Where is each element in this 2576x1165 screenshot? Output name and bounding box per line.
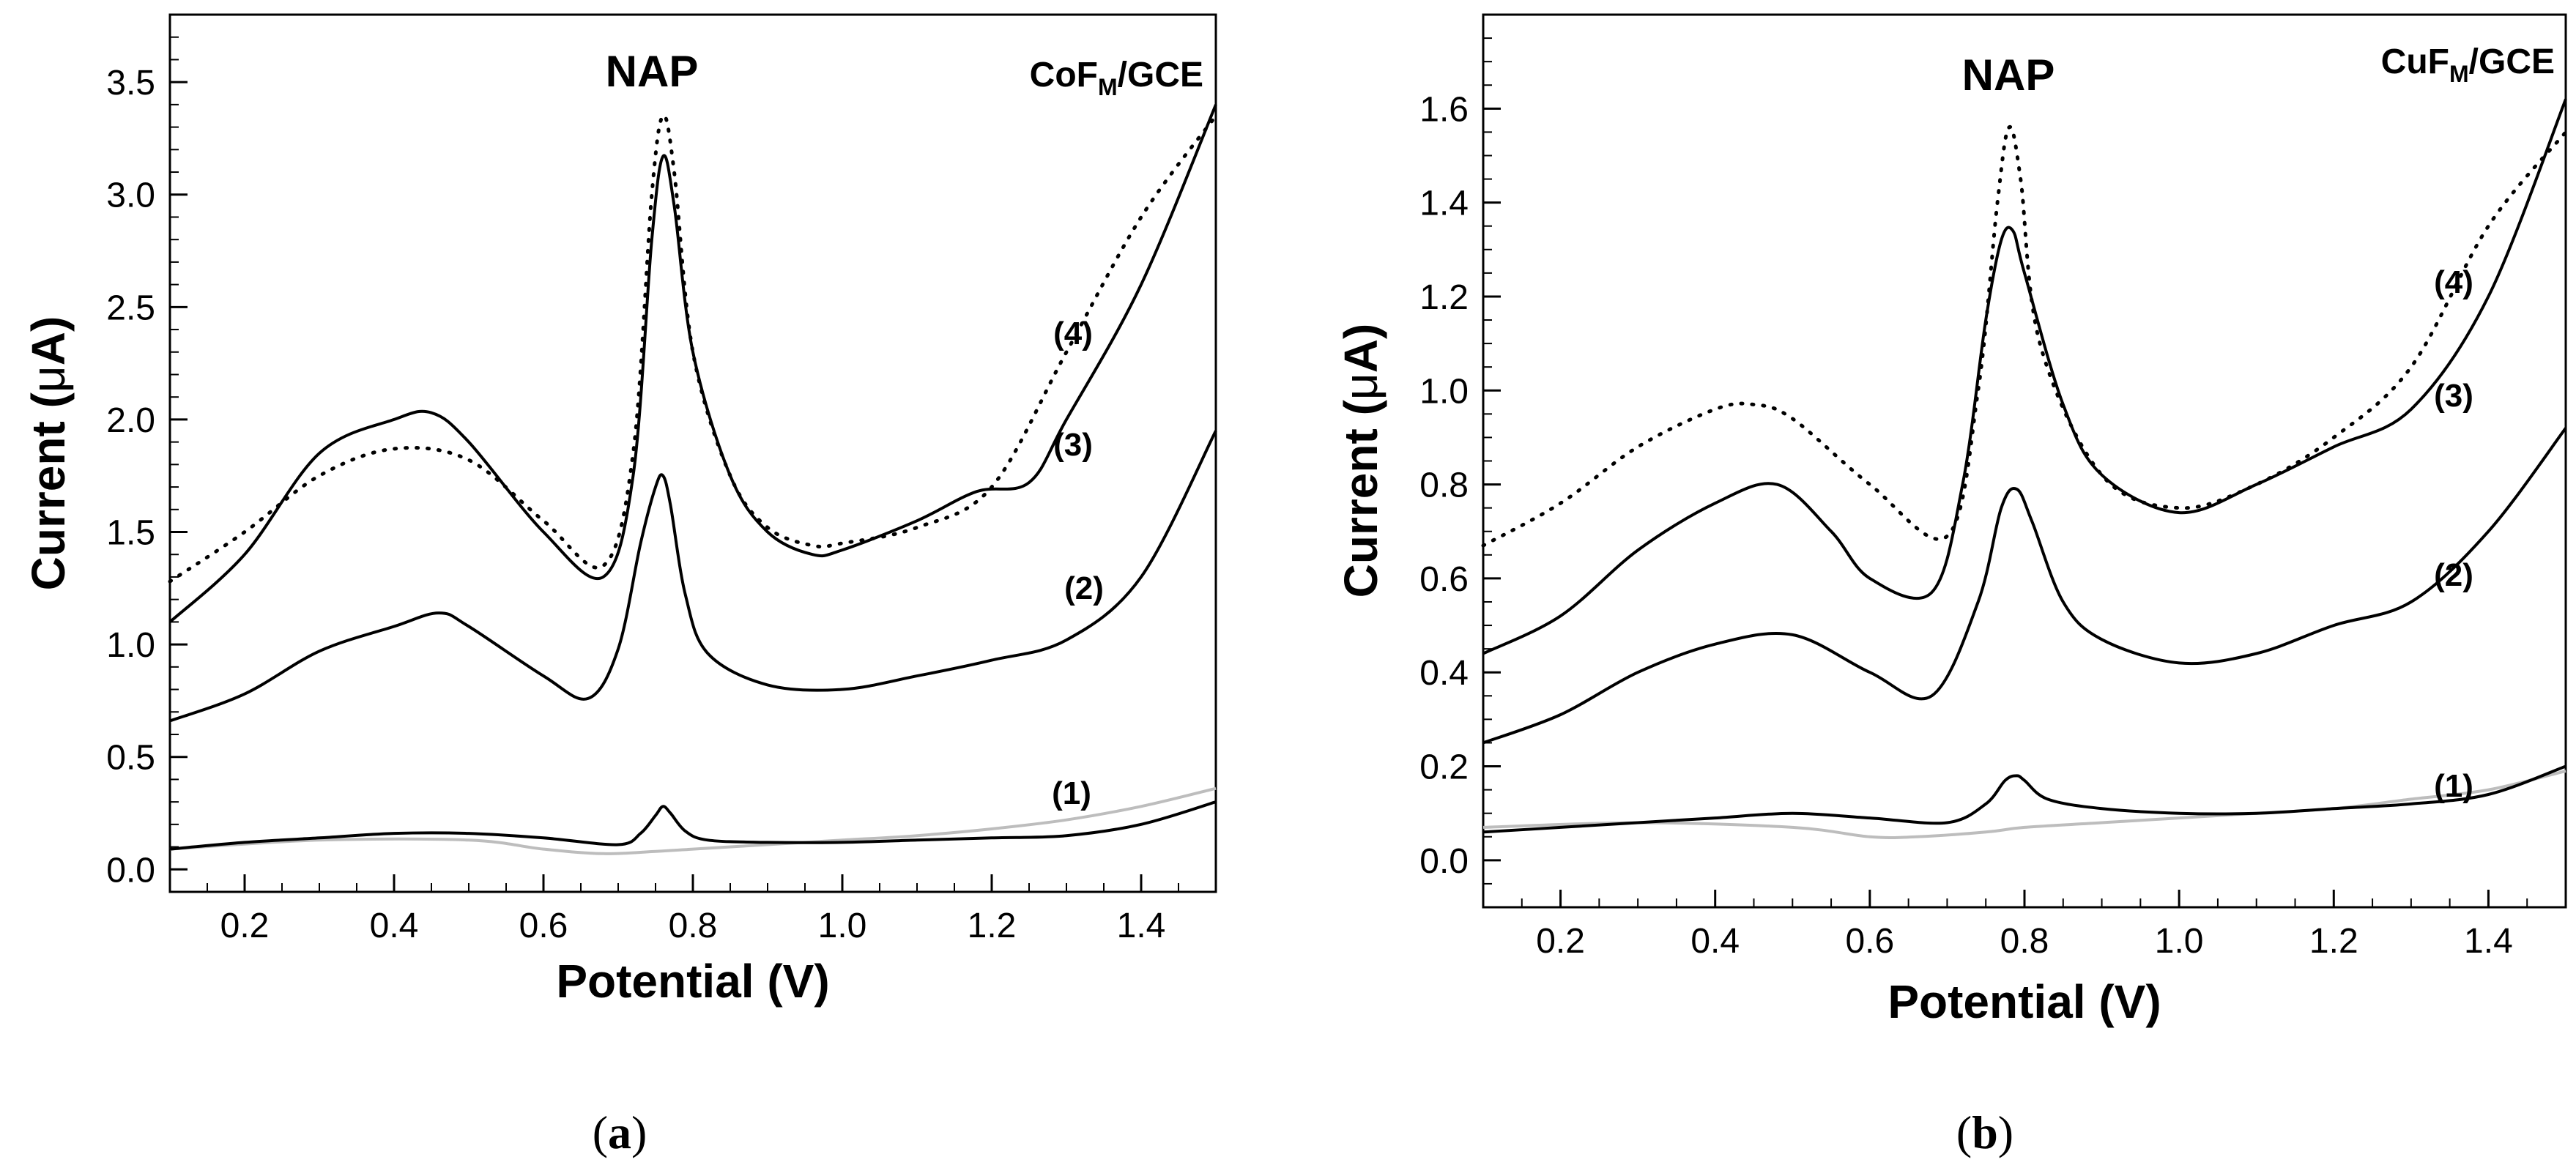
peak-label-nap-a: NAP	[606, 47, 699, 96]
y-tick-label: 1.6	[1419, 90, 1469, 129]
x-tick-label: 0.6	[519, 907, 568, 945]
series-line-1	[1482, 764, 2566, 834]
y-tick-label: 3.0	[106, 176, 155, 215]
y-tick-label: 1.2	[1419, 278, 1469, 317]
panel-caption-b: (b)	[1956, 1106, 2013, 1158]
series-line-2	[169, 430, 1217, 723]
curve-label-1-b: (1)	[2434, 768, 2473, 804]
y-tick-label: 1.4	[1419, 185, 1469, 223]
x-tick-label: 0.6	[1845, 922, 1894, 961]
y-axis-title-a: Current (μA)	[22, 316, 75, 591]
panel-caption-a: (a)	[593, 1106, 647, 1158]
y-tick-label: 3.5	[106, 64, 155, 103]
y-tick-label: 1.0	[106, 626, 155, 665]
series-group-a	[168, 104, 1218, 855]
y-tick-label: 1.0	[1419, 372, 1469, 411]
x-tick-label: 1.2	[968, 907, 1017, 945]
y-tick-label: 0.5	[106, 739, 155, 778]
x-axis-title-b: Potential (V)	[1888, 975, 2161, 1028]
peak-label-nap-b: NAP	[1962, 51, 2055, 100]
y-tick-label: 1.5	[106, 514, 155, 553]
series-line-blank	[169, 786, 1217, 855]
series-group-b	[1481, 98, 2568, 839]
y-tick-label: 0.4	[1419, 654, 1469, 693]
series-line-blank	[1482, 769, 2566, 839]
x-tick-label: 1.2	[2309, 922, 2358, 961]
curve-label-4-a: (4)	[1053, 316, 1093, 351]
electrode-label-a: CoFM/GCE	[1030, 56, 1203, 100]
x-tick-label: 1.0	[2155, 922, 2204, 961]
axis-ticks-b: 0.2 0.4 0.6 0.8 1.0 1.2 1.4 0.0 0.2 0.4 0.6 0.8 1.0 1…	[1419, 14, 2566, 961]
series-line-1	[169, 800, 1217, 851]
x-axis-title-a: Potential (V)	[556, 955, 829, 1008]
curve-label-2-a: (2)	[1064, 570, 1104, 606]
series-line-2	[1482, 427, 2567, 745]
y-tick-label: 0.0	[106, 851, 155, 890]
curve-label-2-b: (2)	[2434, 557, 2473, 593]
plot-frame-b	[1482, 13, 2567, 909]
x-tick-label: 1.4	[1117, 907, 1166, 945]
mu-symbol-a: μ	[22, 365, 75, 392]
curve-label-3-a: (3)	[1053, 427, 1093, 463]
y-tick-label: 0.8	[1419, 466, 1469, 505]
y-tick-label: 0.2	[1419, 748, 1469, 787]
x-tick-label: 0.2	[1536, 922, 1585, 961]
curve-label-3-b: (3)	[2434, 378, 2473, 414]
curve-label-4-b: (4)	[2434, 264, 2473, 300]
series-line-3	[168, 104, 1217, 623]
series-line-4	[1481, 124, 2568, 548]
series-line-3	[1482, 98, 2567, 655]
y-tick-label: 0.6	[1419, 560, 1469, 599]
mu-symbol-b: μ	[1335, 373, 1387, 400]
chart-panel-b: 0.2 0.4 0.6 0.8 1.0 1.2 1.4 0.0 0.2 0.4 0.6 0.8 1.0 1…	[1335, 13, 2568, 1158]
x-tick-label: 0.4	[1690, 922, 1740, 961]
axis-ticks-a: 0.2 0.4 0.6 0.8 1.0 1.2 1.4 0.0 0.5 1.0 1.5 2.0 2.5 3…	[106, 14, 1217, 945]
x-tick-label: 1.4	[2464, 922, 2513, 961]
x-tick-label: 0.8	[669, 907, 718, 945]
y-tick-label: 0.0	[1419, 842, 1469, 881]
x-tick-label: 0.4	[370, 907, 419, 945]
x-tick-label: 0.2	[220, 907, 270, 945]
y-tick-label: 2.5	[106, 289, 155, 327]
y-axis-title-b: Current (μA)	[1335, 324, 1387, 598]
x-tick-label: 0.8	[2000, 922, 2049, 961]
electrode-label-b: CuFM/GCE	[2381, 42, 2555, 87]
x-tick-label: 1.0	[818, 907, 867, 945]
chart-panel-a: 0.2 0.4 0.6 0.8 1.0 1.2 1.4 0.0 0.5 1.0 1.5 2.0 2.5 3…	[22, 13, 1218, 1158]
curve-label-1-a: (1)	[1052, 775, 1091, 811]
series-line-4	[168, 113, 1218, 584]
y-tick-label: 2.0	[106, 401, 155, 440]
